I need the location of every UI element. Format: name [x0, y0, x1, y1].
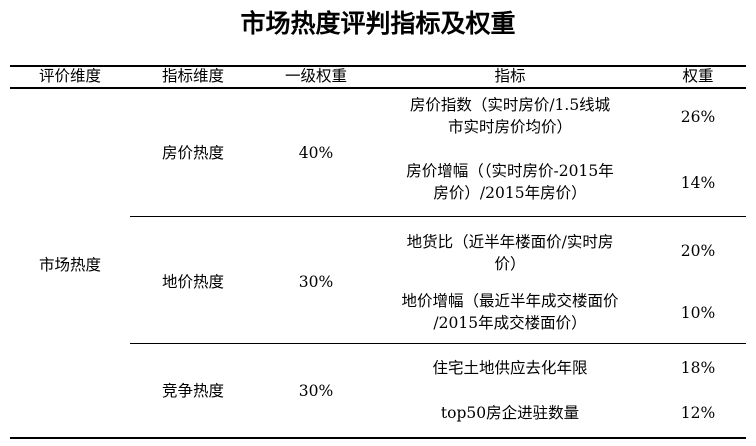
indicator: top50房企进驻数量 [440, 404, 580, 422]
dimension-cell: 市场热度 [38, 256, 101, 274]
group-name: 地价热度 [161, 273, 224, 291]
indicator-weight: 26% [680, 108, 716, 126]
indicator-weight: 10% [680, 304, 716, 322]
group-name: 房价热度 [161, 144, 224, 162]
header-cell: 权重 [682, 67, 714, 85]
indicator-weight: 20% [680, 242, 716, 260]
header-cell: 一级权重 [284, 67, 347, 85]
indicator: 地价增幅（最近半年成交楼面价/2015年成交楼面价） [401, 292, 619, 332]
header-rule [10, 87, 746, 89]
table-top-rule [10, 65, 746, 67]
header-cell: 指标维度 [161, 67, 224, 85]
page-title: 市场热度评判指标及权重 [240, 9, 516, 38]
indicator: 住宅土地供应去化年限 [432, 359, 588, 377]
indicator: 房价指数（实时房价/1.5线城 市实时房价均价） [409, 96, 611, 136]
indicator: 房价增幅（（实时房价-2015年 房价）/2015年房价） [406, 162, 614, 202]
group-weight: 30% [298, 382, 334, 400]
group-divider [130, 343, 746, 344]
group-name: 竞争热度 [161, 382, 224, 400]
group-weight: 40% [298, 144, 334, 162]
group-divider [130, 216, 746, 217]
indicator-weight: 18% [680, 359, 716, 377]
header-cell: 评价维度 [38, 67, 101, 85]
indicator: 地货比（近半年楼面价/实时房 价） [406, 233, 614, 273]
group-weight: 30% [298, 273, 334, 291]
indicator-weight: 12% [680, 404, 716, 422]
table-bottom-rule [10, 437, 746, 439]
header-cell: 指标 [494, 67, 526, 85]
indicator-weight: 14% [680, 174, 716, 192]
